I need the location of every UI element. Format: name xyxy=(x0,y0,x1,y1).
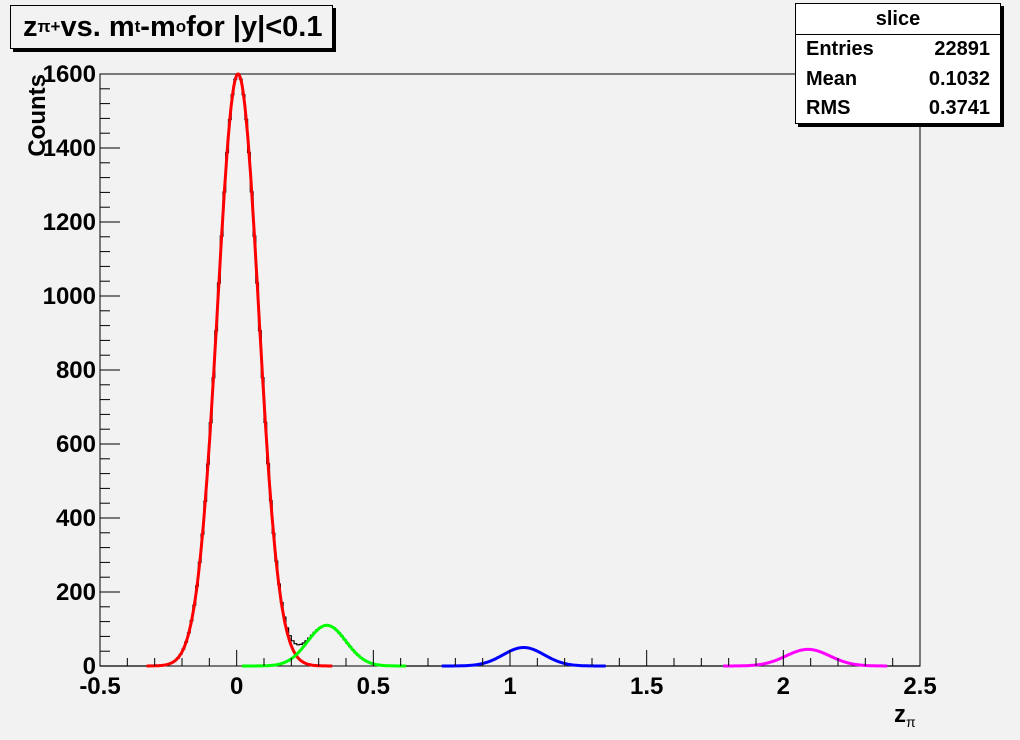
x-tick-label: 2 xyxy=(777,673,790,700)
axes-layer: -0.5 0 0.5 1 1.5 2 2.5020040060080010001200140… xyxy=(43,61,937,700)
title-rest: for |y|<0.1 xyxy=(186,10,323,43)
stats-row-rms: RMS 0.3741 xyxy=(796,94,1000,124)
y-axis-label: Counts xyxy=(24,74,51,157)
fit-curve-2 xyxy=(242,623,407,668)
stats-label: Entries xyxy=(806,38,874,60)
x-tick-label: -0.5 xyxy=(79,673,120,700)
y-tick-label: 1000 xyxy=(43,283,96,310)
plot-frame xyxy=(99,73,921,667)
stats-value: 0.3741 xyxy=(928,97,990,119)
stats-title: slice xyxy=(796,4,1000,35)
fit-curve-1 xyxy=(146,72,333,668)
y-tick-label: 1400 xyxy=(43,135,96,162)
stats-row-entries: Entries 22891 xyxy=(796,35,1000,65)
x-axis-label-main: z xyxy=(894,701,906,728)
stats-label: Mean xyxy=(806,67,858,90)
title-dash: -m xyxy=(140,10,176,43)
stats-box: slice Entries 22891 Mean 0.1032 RMS 0.37… xyxy=(795,3,1001,124)
title-pi-sub: π+ xyxy=(37,17,61,36)
y-tick-label: 1200 xyxy=(43,209,96,236)
y-tick-label: 800 xyxy=(56,357,96,384)
x-axis-label: zπ xyxy=(894,701,916,730)
y-tick-label: 200 xyxy=(56,579,96,606)
title-t-sub: t xyxy=(134,17,141,36)
title-o-sub: o xyxy=(175,17,187,36)
y-tick-label: 600 xyxy=(56,431,96,458)
plot-title: z π+ vs. m t -m o for |y|<0.1 xyxy=(10,5,334,49)
x-tick-label: 0.5 xyxy=(357,673,390,700)
fit-curve-3 xyxy=(441,646,606,668)
fit-curves-layer xyxy=(146,72,888,668)
x-tick-label: 2.5 xyxy=(903,673,936,700)
fit-curve-4 xyxy=(723,647,888,668)
x-tick-label: 0 xyxy=(230,673,243,700)
stats-row-mean: Mean 0.1032 xyxy=(796,65,1000,95)
title-z: z xyxy=(23,10,38,43)
x-tick-label: 1.5 xyxy=(630,673,663,700)
y-tick-label: 400 xyxy=(56,505,96,532)
y-tick-label: 0 xyxy=(83,653,96,680)
x-axis-label-sub: π xyxy=(906,714,916,730)
x-tick-label: 1 xyxy=(503,673,516,700)
stats-label: RMS xyxy=(806,97,851,119)
stats-value: 0.1032 xyxy=(928,67,990,90)
title-mid: vs. m xyxy=(60,10,135,43)
stats-value: 22891 xyxy=(934,38,990,60)
y-tick-label: 1600 xyxy=(43,61,96,88)
